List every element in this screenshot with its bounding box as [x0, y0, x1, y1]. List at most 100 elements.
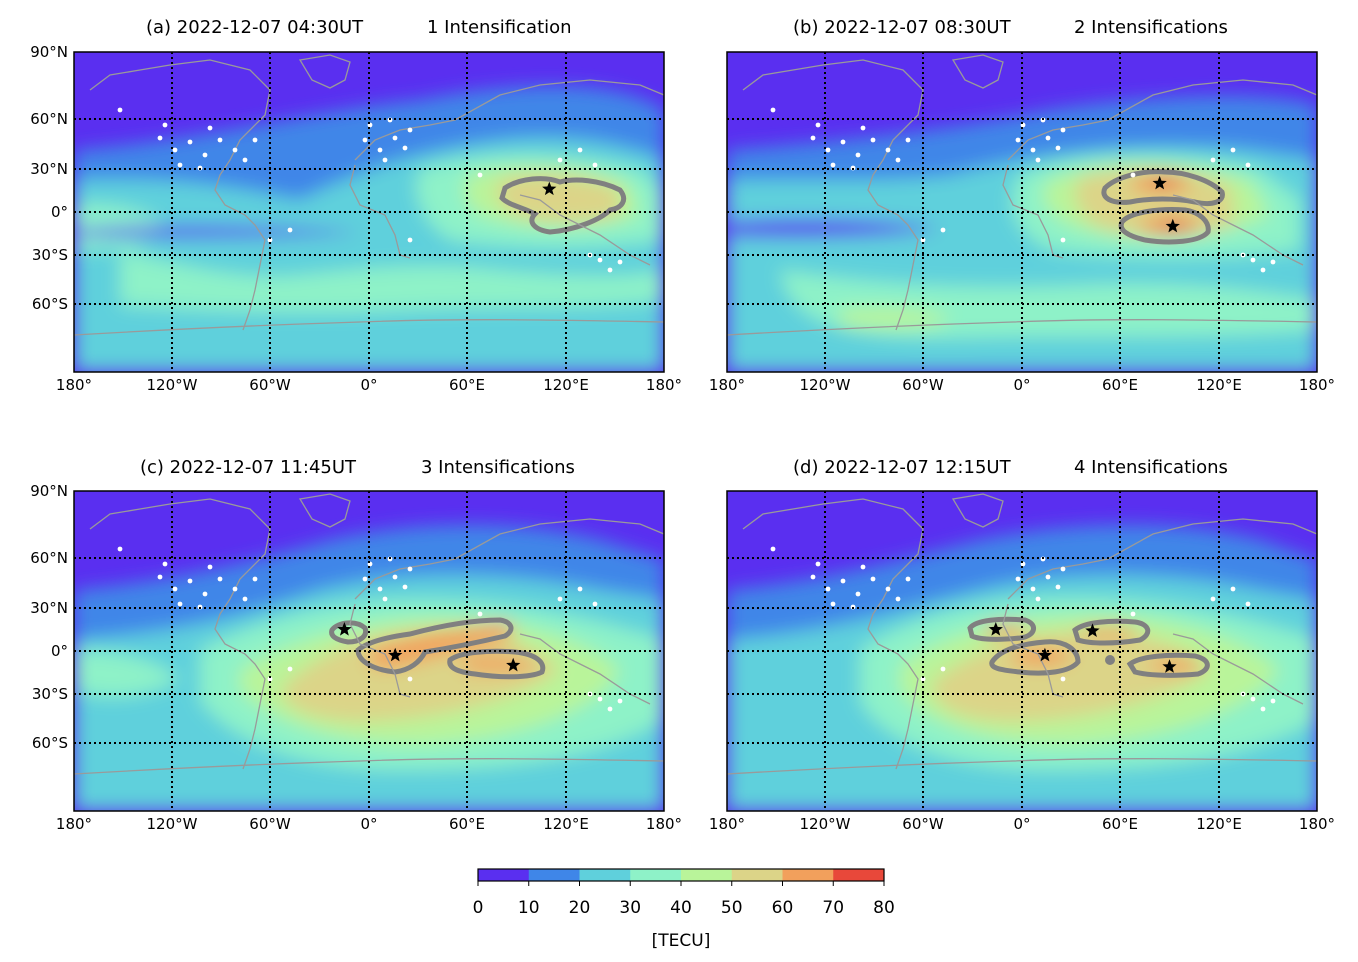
- intensification-star: [542, 181, 557, 196]
- lon-label: 120°W: [800, 815, 851, 833]
- intensification-star: [1165, 218, 1180, 233]
- lon-labels-a: 180° 120°W 60°W 0° 60°E 120°E 180°: [56, 376, 682, 394]
- colorbar-tick-label: 40: [670, 898, 692, 918]
- colorbar-segment: [528, 869, 580, 881]
- lat-label: 0°: [51, 642, 68, 660]
- lon-label: 120°W: [147, 815, 198, 833]
- gnss-stations: [770, 107, 1276, 273]
- intensification-star: [1162, 659, 1177, 673]
- panel-d-title: (d) 2022-12-07 12:15UT: [793, 457, 1012, 478]
- panel-c-frame: [73, 490, 665, 812]
- intensification-star: [506, 657, 521, 672]
- intensification-star: [1037, 647, 1053, 662]
- intensification-contour: [967, 616, 1036, 642]
- lon-label: 180°: [56, 815, 92, 833]
- panel-d-grid: [727, 491, 1317, 811]
- intensification-contour: [355, 617, 514, 675]
- panel-c-title: (c) 2022-12-07 11:45UT: [140, 457, 357, 478]
- intensification-contour: [1101, 169, 1225, 207]
- panel-a-subtitle: 1 Intensification: [427, 17, 572, 38]
- lon-label: 180°: [646, 376, 682, 394]
- panel-a-title: (a) 2022-12-07 04:30UT: [146, 17, 364, 38]
- panel-b-subtitle: 2 Intensifications: [1074, 17, 1228, 38]
- panel-b-grid: [727, 52, 1317, 372]
- panel-a: (a) 2022-12-07 04:30UT 1 Intensification: [73, 17, 665, 373]
- intensification-contour: [1072, 618, 1151, 646]
- lat-labels-top: 90°N 60°N 30°N 0° 30°S 60°S: [30, 43, 68, 313]
- lon-label: 60°W: [249, 815, 291, 833]
- colorbar-tick-labels: 0 10 20 30 40 50 60 70 80: [473, 898, 895, 918]
- lon-label: 120°E: [1196, 376, 1242, 394]
- colorbar-tick-label: 0: [473, 898, 484, 918]
- colorbar-tick-label: 80: [873, 898, 895, 918]
- lat-label: 90°N: [30, 482, 68, 500]
- lat-label: 30°N: [30, 599, 68, 617]
- intensification-star: [337, 622, 352, 636]
- colorbar-segment: [630, 869, 682, 881]
- colorbar-segment: [579, 869, 631, 881]
- panel-d-frame: [726, 490, 1318, 812]
- lon-label: 60°E: [1102, 376, 1138, 394]
- colorbar-tick-label: 50: [721, 898, 743, 918]
- intensification-contour: [1118, 207, 1211, 245]
- intensification-star: [388, 647, 403, 662]
- lat-label: 30°S: [32, 246, 68, 264]
- coastlines: [727, 493, 1317, 775]
- panel-b-frame: [726, 51, 1318, 373]
- lon-label: 0°: [1013, 376, 1030, 394]
- lat-label: 30°S: [32, 685, 68, 703]
- lon-label: 60°W: [902, 376, 944, 394]
- lat-label: 60°S: [32, 734, 68, 752]
- panel-b-map: [727, 52, 1317, 372]
- lon-label: 120°W: [147, 376, 198, 394]
- colorbar-segment: [681, 869, 733, 881]
- colorbar-segment: [478, 869, 530, 881]
- intensification-star: [988, 622, 1003, 636]
- colorbar-tick-label: 30: [619, 898, 641, 918]
- coastlines: [727, 54, 1317, 336]
- lat-label: 60°N: [30, 110, 68, 128]
- colorbar: 0 10 20 30 40 50 60 70 80 [TECU]: [473, 868, 895, 951]
- lon-label: 60°W: [902, 815, 944, 833]
- lon-label: 120°W: [800, 376, 851, 394]
- colorbar-segments: [478, 869, 885, 881]
- lon-label: 0°: [1013, 815, 1030, 833]
- lat-label: 30°N: [30, 160, 68, 178]
- colorbar-tick-label: 10: [518, 898, 540, 918]
- lon-label: 120°E: [543, 815, 589, 833]
- lon-label: 60°W: [249, 376, 291, 394]
- colorbar-tick-label: 20: [569, 898, 591, 918]
- lon-label: 180°: [709, 376, 745, 394]
- lon-label: 180°: [709, 815, 745, 833]
- intensification-contour: [499, 176, 627, 235]
- lat-labels-bottom: 90°N 60°N 30°N 0° 30°S 60°S: [30, 482, 68, 752]
- lat-label: 90°N: [30, 43, 68, 61]
- intensification-star: [1085, 623, 1100, 637]
- lon-label: 0°: [360, 815, 377, 833]
- panel-d-subtitle: 4 Intensifications: [1074, 457, 1228, 478]
- panel-c: (c) 2022-12-07 11:45UT 3 Intensification…: [73, 457, 665, 812]
- colorbar-segment: [782, 869, 834, 881]
- lon-labels-d: 180° 120°W 60°W 0° 60°E 120°E 180°: [709, 815, 1335, 833]
- panel-c-subtitle: 3 Intensifications: [421, 457, 575, 478]
- intensification-contour: [1126, 652, 1210, 678]
- lon-label: 180°: [1299, 815, 1335, 833]
- lon-labels-c: 180° 120°W 60°W 0° 60°E 120°E 180°: [56, 815, 682, 833]
- colorbar-tick-label: 60: [772, 898, 794, 918]
- intensification-contour: [989, 639, 1081, 676]
- panel-c-map: [74, 491, 664, 811]
- lon-label: 180°: [646, 815, 682, 833]
- lon-label: 60°E: [1102, 815, 1138, 833]
- panel-a-map: [74, 52, 664, 372]
- gnss-stations: [117, 107, 623, 273]
- colorbar-segment: [731, 869, 783, 881]
- colorbar-tick-label: 70: [822, 898, 844, 918]
- panel-a-grid: [74, 52, 664, 372]
- lon-label: 60°E: [449, 376, 485, 394]
- panel-b-title: (b) 2022-12-07 08:30UT: [793, 17, 1012, 38]
- lon-label: 0°: [360, 376, 377, 394]
- colorbar-label: [TECU]: [652, 931, 711, 951]
- lon-labels-b: 180° 120°W 60°W 0° 60°E 120°E 180°: [709, 376, 1335, 394]
- panel-d-map: [727, 491, 1317, 811]
